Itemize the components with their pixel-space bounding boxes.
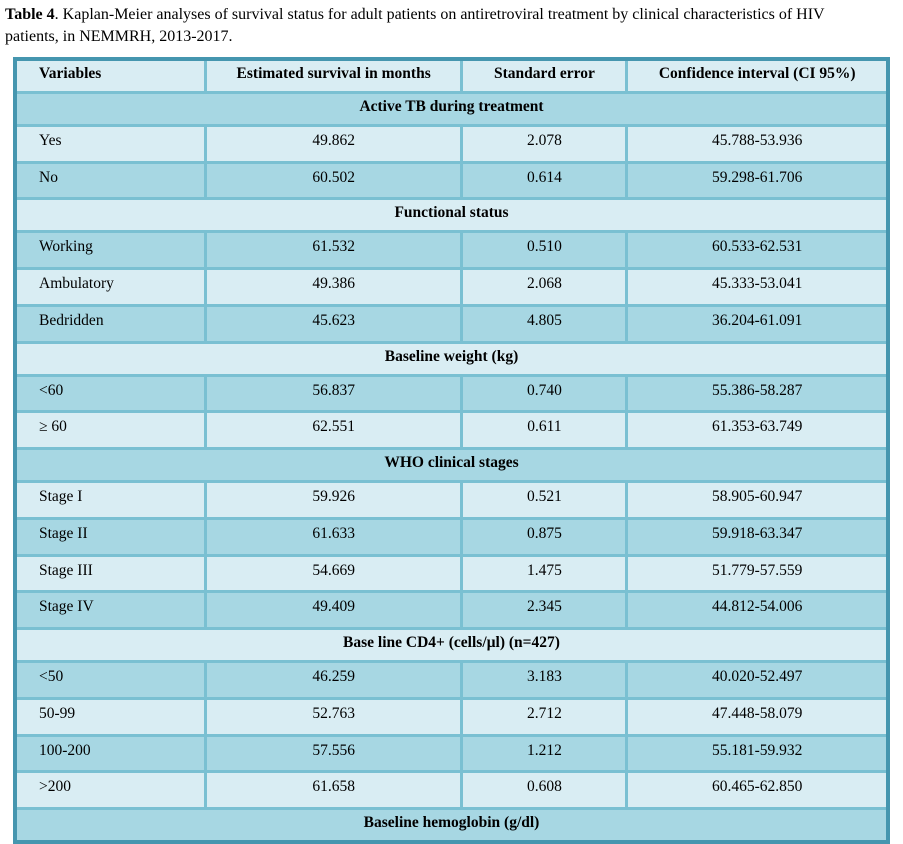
km-table-body: Active TB during treatment Yes 49.862 2.078… — [13, 91, 890, 844]
variable-cell: Stage IV — [13, 590, 207, 631]
std-error-cell: 0.740 — [460, 373, 629, 414]
std-error-cell: 2.712 — [460, 696, 629, 737]
variable-cell: <60 — [13, 373, 207, 414]
section-title: Base line CD4+ (cells/µl) (n=427) — [13, 627, 890, 663]
section-header-row: Functional status — [13, 197, 890, 234]
ci-cell: 60.465-62.850 — [625, 770, 890, 811]
std-error-cell: 0.875 — [460, 516, 629, 557]
section-title: Baseline hemoglobin (g/dl) — [13, 807, 890, 844]
variable-cell: <50 — [13, 660, 207, 700]
caption-label: Table 4 — [5, 6, 55, 23]
table-caption: Table 4. Kaplan-Meier analyses of surviv… — [5, 4, 865, 47]
section-title: Active TB during treatment — [13, 91, 890, 127]
std-error-cell: 3.183 — [460, 660, 629, 700]
survival-cell: 60.502 — [203, 160, 464, 201]
section-title: Baseline weight (kg) — [13, 340, 890, 377]
survival-cell: 56.837 — [203, 373, 464, 414]
column-header-survival: Estimated survival in months — [203, 57, 464, 95]
section-title: Functional status — [13, 197, 890, 234]
table-row: Bedridden 45.623 4.805 36.204-61.091 — [13, 303, 890, 344]
survival-cell: 61.633 — [203, 516, 464, 557]
variable-cell: 100-200 — [13, 733, 207, 774]
survival-cell: 52.763 — [203, 696, 464, 737]
section-header-row: Baseline weight (kg) — [13, 340, 890, 377]
variable-cell: No — [13, 160, 207, 201]
ci-cell: 44.812-54.006 — [625, 590, 890, 631]
survival-cell: 61.532 — [203, 230, 464, 271]
column-header-std-error: Standard error — [460, 57, 629, 95]
caption-text: . Kaplan-Meier analyses of survival stat… — [5, 6, 825, 45]
table-row: Working 61.532 0.510 60.533-62.531 — [13, 230, 890, 271]
column-header-ci: Confidence interval (CI 95%) — [625, 57, 890, 95]
std-error-cell: 2.345 — [460, 590, 629, 631]
section-header-row: Base line CD4+ (cells/µl) (n=427) — [13, 627, 890, 663]
ci-cell: 55.386-58.287 — [625, 373, 890, 414]
ci-cell: 40.020-52.497 — [625, 660, 890, 700]
ci-cell: 58.905-60.947 — [625, 479, 890, 520]
ci-cell: 61.353-63.749 — [625, 410, 890, 451]
table-row: ≥ 60 62.551 0.611 61.353-63.749 — [13, 410, 890, 451]
std-error-cell: 0.611 — [460, 410, 629, 451]
variable-cell: Working — [13, 230, 207, 271]
ci-cell: 55.181-59.932 — [625, 733, 890, 774]
variable-cell: Stage II — [13, 516, 207, 557]
ci-cell: 60.533-62.531 — [625, 230, 890, 271]
ci-cell: 59.298-61.706 — [625, 160, 890, 201]
survival-cell: 61.658 — [203, 770, 464, 811]
survival-cell: 46.259 — [203, 660, 464, 700]
variable-cell: >200 — [13, 770, 207, 811]
header-row: Variables Estimated survival in months S… — [13, 57, 890, 95]
std-error-cell: 0.614 — [460, 160, 629, 201]
table-row: 100-200 57.556 1.212 55.181-59.932 — [13, 733, 890, 774]
survival-cell: 54.669 — [203, 553, 464, 594]
variable-cell: Stage III — [13, 553, 207, 594]
table-row: Yes 49.862 2.078 45.788-53.936 — [13, 123, 890, 164]
table-row: <60 56.837 0.740 55.386-58.287 — [13, 373, 890, 414]
survival-cell: 49.409 — [203, 590, 464, 631]
std-error-cell: 2.078 — [460, 123, 629, 164]
ci-cell: 51.779-57.559 — [625, 553, 890, 594]
std-error-cell: 1.212 — [460, 733, 629, 774]
ci-cell: 36.204-61.091 — [625, 303, 890, 344]
variable-cell: Yes — [13, 123, 207, 164]
survival-cell: 57.556 — [203, 733, 464, 774]
std-error-cell: 2.068 — [460, 267, 629, 307]
table-row: >200 61.658 0.608 60.465-62.850 — [13, 770, 890, 811]
table-row: 50-99 52.763 2.712 47.448-58.079 — [13, 696, 890, 737]
ci-cell: 45.788-53.936 — [625, 123, 890, 164]
std-error-cell: 0.510 — [460, 230, 629, 271]
std-error-cell: 4.805 — [460, 303, 629, 344]
section-header-row: Baseline hemoglobin (g/dl) — [13, 807, 890, 844]
table-row: No 60.502 0.614 59.298-61.706 — [13, 160, 890, 201]
std-error-cell: 0.608 — [460, 770, 629, 811]
table-row: Stage IV 49.409 2.345 44.812-54.006 — [13, 590, 890, 631]
ci-cell: 59.918-63.347 — [625, 516, 890, 557]
survival-cell: 59.926 — [203, 479, 464, 520]
column-header-variables: Variables — [13, 57, 207, 95]
km-survival-table: Variables Estimated survival in months S… — [13, 57, 890, 844]
ci-cell: 45.333-53.041 — [625, 267, 890, 307]
section-title: WHO clinical stages — [13, 447, 890, 483]
variable-cell: 50-99 — [13, 696, 207, 737]
section-header-row: WHO clinical stages — [13, 447, 890, 483]
std-error-cell: 0.521 — [460, 479, 629, 520]
ci-cell: 47.448-58.079 — [625, 696, 890, 737]
survival-cell: 62.551 — [203, 410, 464, 451]
table-row: <50 46.259 3.183 40.020-52.497 — [13, 660, 890, 700]
table-row: Ambulatory 49.386 2.068 45.333-53.041 — [13, 267, 890, 307]
table-row: Stage III 54.669 1.475 51.779-57.559 — [13, 553, 890, 594]
table-row: Stage II 61.633 0.875 59.918-63.347 — [13, 516, 890, 557]
table-row: Stage I 59.926 0.521 58.905-60.947 — [13, 479, 890, 520]
std-error-cell: 1.475 — [460, 553, 629, 594]
survival-cell: 49.862 — [203, 123, 464, 164]
survival-cell: 49.386 — [203, 267, 464, 307]
section-header-row: Active TB during treatment — [13, 91, 890, 127]
survival-cell: 45.623 — [203, 303, 464, 344]
variable-cell: Bedridden — [13, 303, 207, 344]
variable-cell: Stage I — [13, 479, 207, 520]
variable-cell: Ambulatory — [13, 267, 207, 307]
variable-cell: ≥ 60 — [13, 410, 207, 451]
